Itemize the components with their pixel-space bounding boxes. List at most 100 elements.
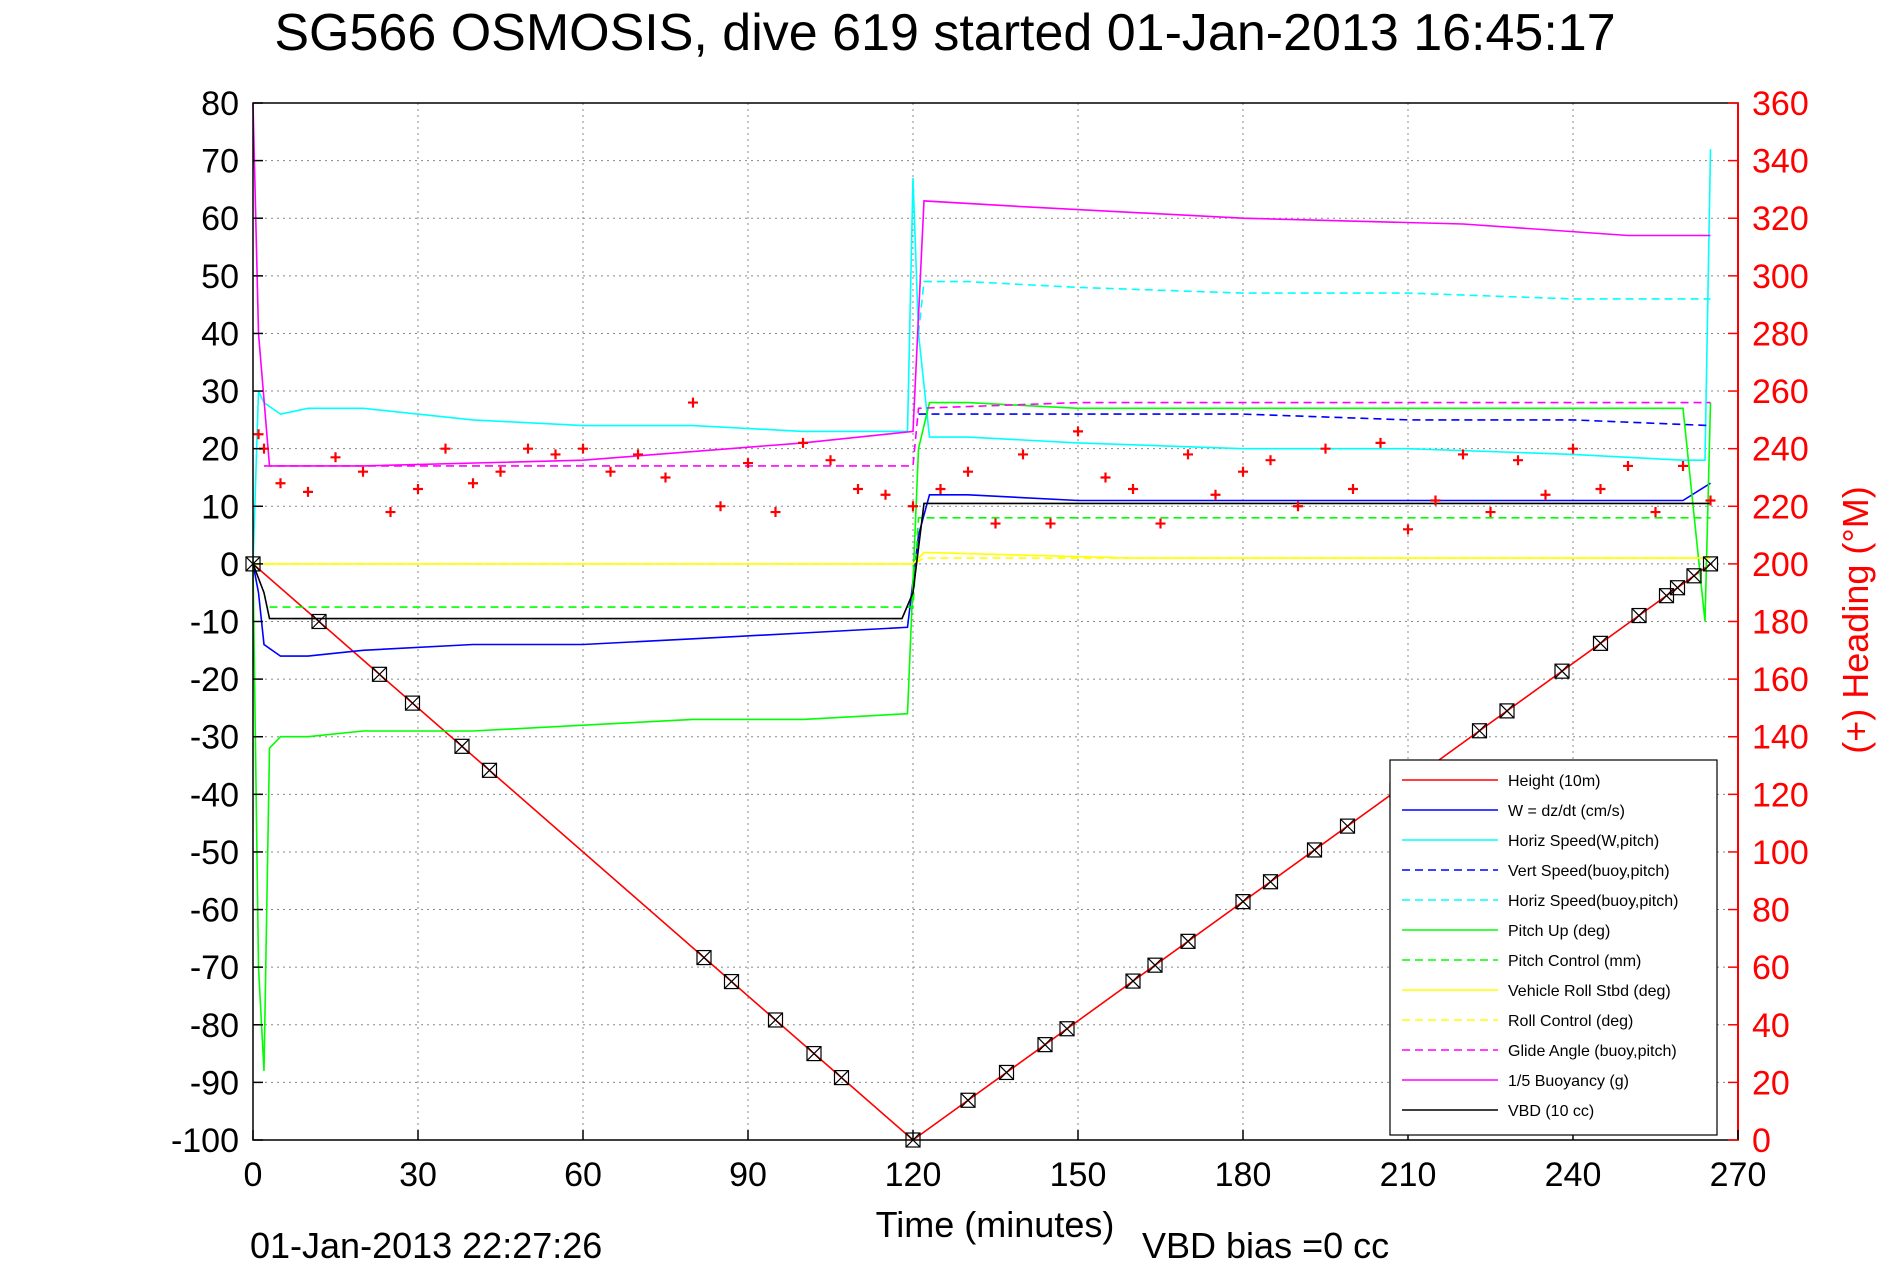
heading-marker bbox=[550, 449, 561, 460]
heading-marker bbox=[275, 478, 286, 489]
series-line-11 bbox=[252, 502, 1711, 620]
y2-tick-label: 40 bbox=[1752, 1007, 1790, 1045]
depth-marker-cross bbox=[999, 1065, 1014, 1080]
depth-marker-cross bbox=[1554, 663, 1570, 679]
heading-marker bbox=[358, 466, 368, 477]
series-line-10 bbox=[252, 102, 1711, 467]
heading-marker bbox=[1403, 524, 1413, 535]
depth-marker bbox=[1180, 933, 1196, 949]
legend: Height (10m) W = dz/dt (cm/s) Horiz Speed(… bbox=[1389, 759, 1718, 1136]
depth-marker bbox=[1658, 588, 1675, 604]
heading-marker bbox=[385, 507, 396, 518]
heading-markers bbox=[253, 397, 1716, 535]
depth-marker bbox=[998, 1064, 1015, 1081]
heading-marker bbox=[413, 483, 423, 494]
depth-marker-cross bbox=[960, 1092, 976, 1108]
depth-marker bbox=[1686, 568, 1702, 584]
heading-marker bbox=[825, 455, 836, 466]
heading-marker bbox=[853, 483, 863, 494]
legend-label: Vert Speed(buoy,pitch) bbox=[1508, 863, 1670, 880]
depth-marker-cross bbox=[1340, 818, 1355, 834]
heading-marker bbox=[935, 483, 946, 494]
depth-marker bbox=[1147, 957, 1163, 973]
y-tick-label: -50 bbox=[190, 834, 239, 872]
y2-tick-label: 220 bbox=[1752, 488, 1809, 526]
heading-marker bbox=[1458, 449, 1468, 460]
depth-marker-cross bbox=[768, 1012, 783, 1028]
y2-tick-label: 20 bbox=[1752, 1064, 1790, 1102]
y2-tick-label: 300 bbox=[1752, 258, 1809, 296]
depth-marker-cross bbox=[1235, 894, 1251, 910]
heading-marker bbox=[1623, 460, 1633, 471]
y-tick-label: 30 bbox=[201, 373, 239, 411]
depth-marker-cross bbox=[1307, 842, 1322, 858]
depth-marker bbox=[767, 1012, 784, 1028]
y-tick-label: 40 bbox=[201, 315, 239, 353]
y2-tick-label: 340 bbox=[1752, 143, 1809, 181]
heading-marker bbox=[1430, 495, 1441, 506]
legend-label: Pitch Up (deg) bbox=[1508, 923, 1610, 940]
heading-marker bbox=[770, 507, 781, 518]
legend-label: Roll Control (deg) bbox=[1508, 1013, 1633, 1030]
depth-marker-cross bbox=[696, 950, 712, 965]
x-tick-label: 30 bbox=[399, 1156, 437, 1194]
heading-marker bbox=[495, 466, 506, 477]
heading-marker bbox=[990, 518, 1001, 529]
y-tick-label: -80 bbox=[190, 1007, 239, 1045]
heading-marker bbox=[798, 437, 808, 448]
y2-tick-label: 280 bbox=[1752, 315, 1809, 353]
depth-marker bbox=[1059, 1021, 1075, 1037]
series-line-1 bbox=[252, 482, 1711, 657]
legend-label: W = dz/dt (cm/s) bbox=[1508, 803, 1625, 820]
x-tick-label: 210 bbox=[1380, 1156, 1437, 1194]
depth-marker bbox=[1235, 894, 1251, 910]
depth-marker bbox=[311, 613, 327, 630]
heading-marker bbox=[1128, 483, 1138, 494]
y2-axis-ticks: 3603403203002802602402202001801601401201… bbox=[1728, 85, 1809, 1160]
depth-marker-cross bbox=[1593, 635, 1608, 651]
vbd-bias-note: VBD bias =0 cc bbox=[1142, 1225, 1389, 1262]
legend-label: Vehicle Roll Stbd (deg) bbox=[1508, 983, 1671, 1000]
y-tick-label: -90 bbox=[190, 1064, 239, 1102]
heading-marker bbox=[1485, 507, 1496, 518]
heading-marker bbox=[1540, 489, 1551, 500]
footer-timestamp: 01-Jan-2013 22:27:26 bbox=[250, 1225, 602, 1262]
heading-marker bbox=[1265, 455, 1276, 466]
depth-marker-cross bbox=[1125, 973, 1141, 989]
depth-marker bbox=[1306, 842, 1323, 858]
y2-tick-label: 80 bbox=[1752, 892, 1790, 930]
y-tick-label: -30 bbox=[190, 719, 239, 757]
y2-tick-label: 180 bbox=[1752, 604, 1809, 642]
heading-marker bbox=[1348, 483, 1358, 494]
y-axis-ticks: 80 70 60 50 40 30 20 10 0 -10 -20 -30 -40 -50 -60 -70 -8… bbox=[171, 85, 263, 1160]
depth-marker bbox=[1554, 663, 1570, 679]
y2-tick-label: 160 bbox=[1752, 661, 1809, 699]
depth-marker bbox=[1702, 556, 1719, 572]
depth-marker bbox=[371, 666, 388, 682]
depth-marker bbox=[833, 1069, 850, 1086]
y2-tick-label: 60 bbox=[1752, 949, 1790, 987]
y-tick-label: -70 bbox=[190, 949, 239, 987]
depth-marker-cross bbox=[1059, 1021, 1075, 1037]
y-tick-label: 50 bbox=[201, 258, 239, 296]
y2-tick-label: 320 bbox=[1752, 200, 1809, 238]
depth-marker-cross bbox=[1180, 933, 1196, 949]
depth-marker bbox=[404, 695, 421, 711]
x-tick-label: 90 bbox=[729, 1156, 767, 1194]
y2-tick-label: 120 bbox=[1752, 776, 1809, 814]
x-axis-label: Time (minutes) bbox=[876, 1204, 1115, 1245]
depth-marker bbox=[1339, 818, 1356, 834]
depth-marker-cross bbox=[311, 614, 327, 629]
series-line-2 bbox=[252, 149, 1712, 564]
depth-marker-cross bbox=[1472, 723, 1487, 739]
legend-label: Glide Angle (buoy,pitch) bbox=[1508, 1043, 1677, 1060]
depth-marker-cross bbox=[482, 762, 497, 778]
heading-marker bbox=[253, 429, 264, 440]
depth-marker-cross bbox=[1263, 874, 1278, 890]
depth-marker bbox=[1592, 635, 1609, 651]
depth-marker-cross bbox=[1499, 703, 1515, 719]
y2-tick-label: 100 bbox=[1752, 834, 1809, 872]
heading-marker bbox=[1293, 501, 1303, 512]
x-tick-label: 0 bbox=[244, 1156, 263, 1194]
